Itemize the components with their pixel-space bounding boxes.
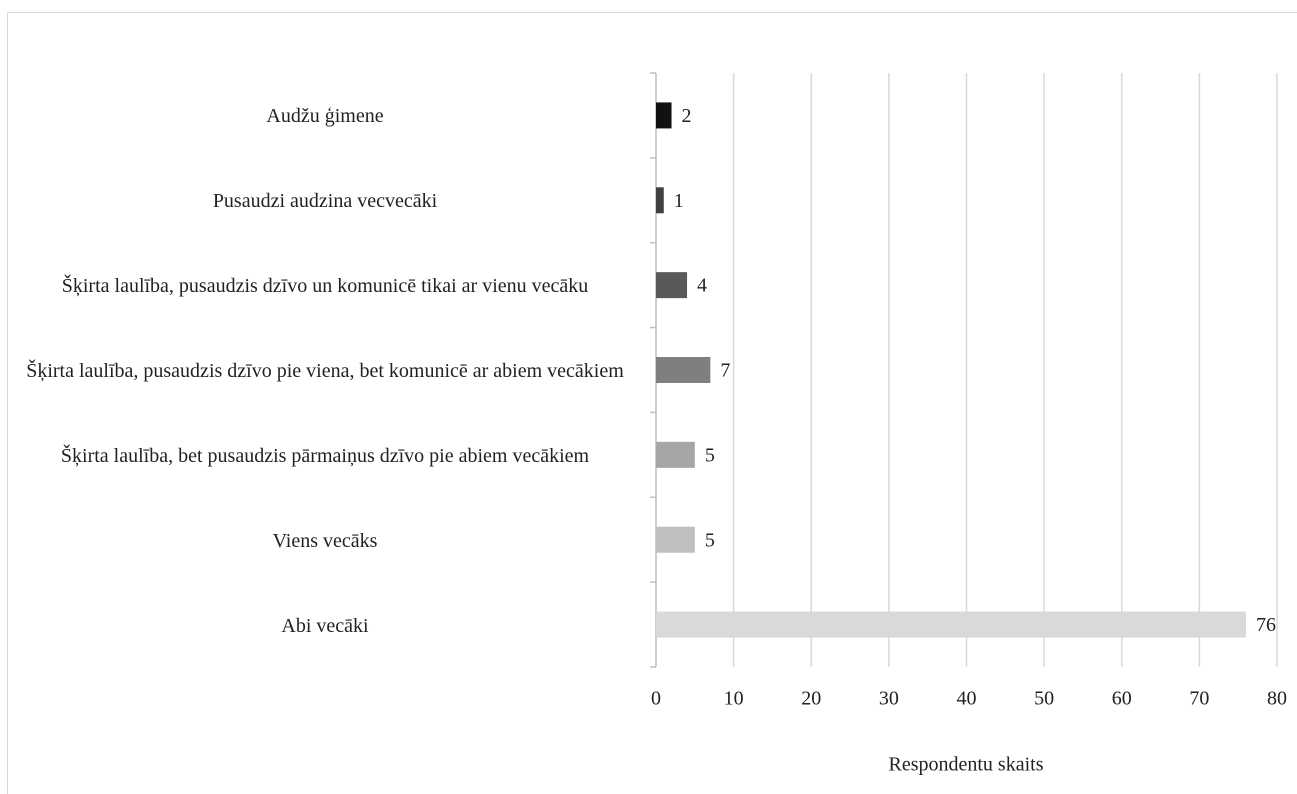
- category-label: Abi vecāki: [281, 614, 369, 637]
- category-label: Šķirta laulība, pusaudzis dzīvo pie vien…: [26, 360, 624, 382]
- bar: [656, 357, 711, 383]
- data-label: 7: [720, 360, 730, 382]
- data-label: 4: [697, 275, 707, 297]
- category-label: Viens vecāks: [272, 529, 378, 552]
- data-label: 5: [705, 529, 715, 551]
- x-tick-label: 70: [1189, 688, 1209, 710]
- category-label: Šķirta laulība, bet pusaudzis pārmaiņus …: [60, 444, 590, 467]
- category-label: Šķirta laulība, pusaudzis dzīvo un komun…: [61, 275, 589, 298]
- x-tick-label: 40: [957, 688, 977, 710]
- x-tick-label: 80: [1267, 688, 1287, 710]
- x-axis-title: Respondentu skaits: [889, 754, 1044, 776]
- bar: [656, 526, 695, 553]
- x-tick-label: 0: [651, 688, 661, 710]
- data-label: 5: [705, 444, 715, 466]
- x-tick-label: 60: [1112, 688, 1132, 710]
- x-tick-label: 10: [724, 688, 744, 710]
- bar: [656, 441, 695, 468]
- category-label: Pusaudzi audzina vecvecāki: [212, 190, 438, 213]
- x-tick-label: 20: [801, 688, 821, 710]
- x-tick-label: 30: [879, 688, 899, 710]
- bar: [656, 102, 672, 129]
- category-label: Audžu ģimene: [266, 105, 384, 128]
- bar: [656, 187, 664, 214]
- x-tick-label: 50: [1034, 688, 1054, 710]
- bar: [656, 272, 688, 299]
- data-label: 76: [1256, 614, 1276, 636]
- bar: [656, 611, 1246, 638]
- chart-border: [7, 12, 1297, 794]
- data-label: 2: [682, 105, 692, 127]
- data-label: 1: [674, 190, 684, 212]
